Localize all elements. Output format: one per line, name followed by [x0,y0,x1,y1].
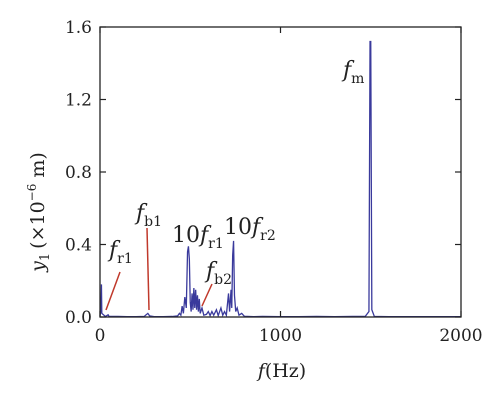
x-tick-label: 2000 [439,326,482,346]
annotation-fm: fm [341,58,364,87]
y-tick-label: 0.0 [65,308,92,328]
y-tick-label: 1.6 [65,18,92,38]
x-tick-label: 0 [95,326,106,346]
annotation-fr1-pointer [105,271,121,311]
annotation-fb1: fb1 [134,201,162,230]
annotation-10fr1: 10fr1 [172,223,224,252]
x-tick-label: 1000 [259,326,302,346]
annotation-fb2-pointer [201,283,213,307]
annotation-fb2: fb2 [204,259,232,288]
plot-frame [99,26,462,318]
y-tick-label: 1.2 [65,91,92,111]
y-tick-label: 0.8 [65,163,92,183]
annotation-fr1: fr1 [107,238,133,267]
y-tick-label: 0.4 [65,236,92,256]
spectrum-series-line [99,40,461,318]
annotation-10fr2: 10fr2 [224,215,276,244]
x-axis-label: f(Hz) [256,360,306,382]
axis-ticks: 0.0 0.4 0.8 1.2 1.6 0 1000 2000 [65,18,483,346]
y-axis-label: y1(×10−6 m) [25,152,53,273]
annotation-fb1-pointer [146,227,150,311]
